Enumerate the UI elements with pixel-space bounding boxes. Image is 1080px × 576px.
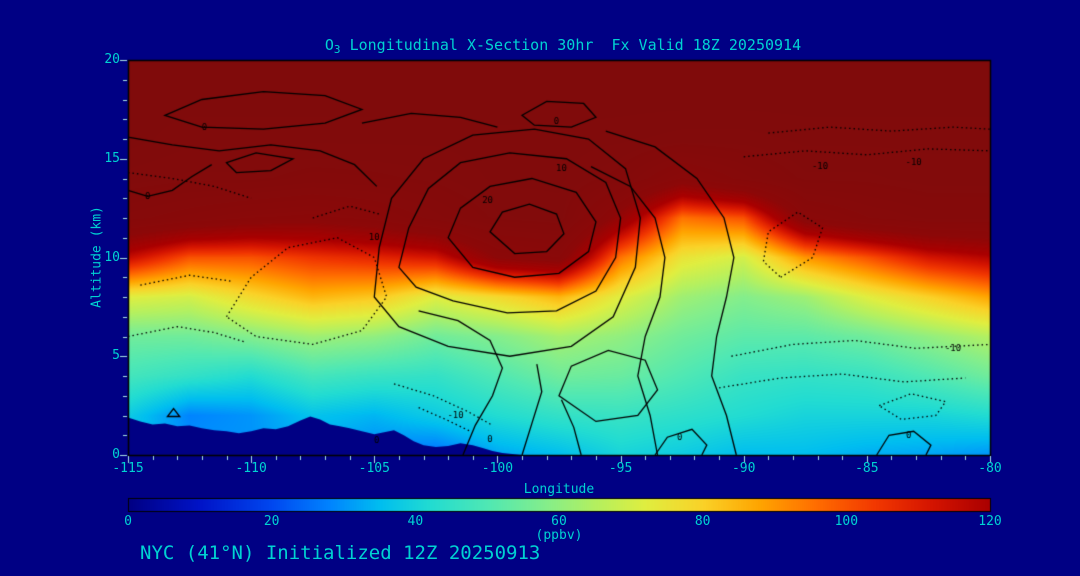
x-axis-tick-label: -90 xyxy=(731,461,756,476)
colorbar-tick-label: 80 xyxy=(694,514,711,529)
y-axis-tick-label: 20 xyxy=(104,52,120,67)
x-axis-label: Longitude xyxy=(523,482,595,497)
title-text: Longitudinal X-Section 30hr Fx Valid 18Z… xyxy=(340,36,802,54)
x-axis-tick-label: -115 xyxy=(112,461,144,476)
x-axis-tick-label: -105 xyxy=(358,461,390,476)
colorbar-tick-label: 20 xyxy=(263,514,280,529)
colorbar-tick-label: 60 xyxy=(551,514,567,529)
x-axis-tick-label: -85 xyxy=(855,461,879,476)
x-axis-tick-label: -95 xyxy=(608,461,633,476)
init-info-text: NYC (41°N) Initialized 12Z 20250913 xyxy=(140,542,541,564)
y-axis-tick-label: 5 xyxy=(112,348,120,364)
colorbar-tick-label: 0 xyxy=(124,514,132,529)
colorbar-units-label: (ppbv) xyxy=(535,528,583,543)
colorbar-tick-label: 40 xyxy=(407,514,424,529)
x-axis-tick-label: -100 xyxy=(481,461,514,476)
title-species: O xyxy=(324,36,334,54)
colorbar-tick-label: 120 xyxy=(978,514,1002,529)
y-axis-tick-label: 0 xyxy=(112,447,120,462)
colorbar-tick-label: 100 xyxy=(834,514,859,529)
x-axis-tick-label: -80 xyxy=(978,461,1002,476)
y-axis-tick-label: 10 xyxy=(104,249,120,265)
y-axis-tick-label: 15 xyxy=(104,150,120,166)
title-species-subscript: 3 xyxy=(333,43,341,56)
x-axis-tick-label: -110 xyxy=(235,461,267,476)
page-title: O3 Longitudinal X-Section 30hr Fx Valid … xyxy=(325,36,801,56)
